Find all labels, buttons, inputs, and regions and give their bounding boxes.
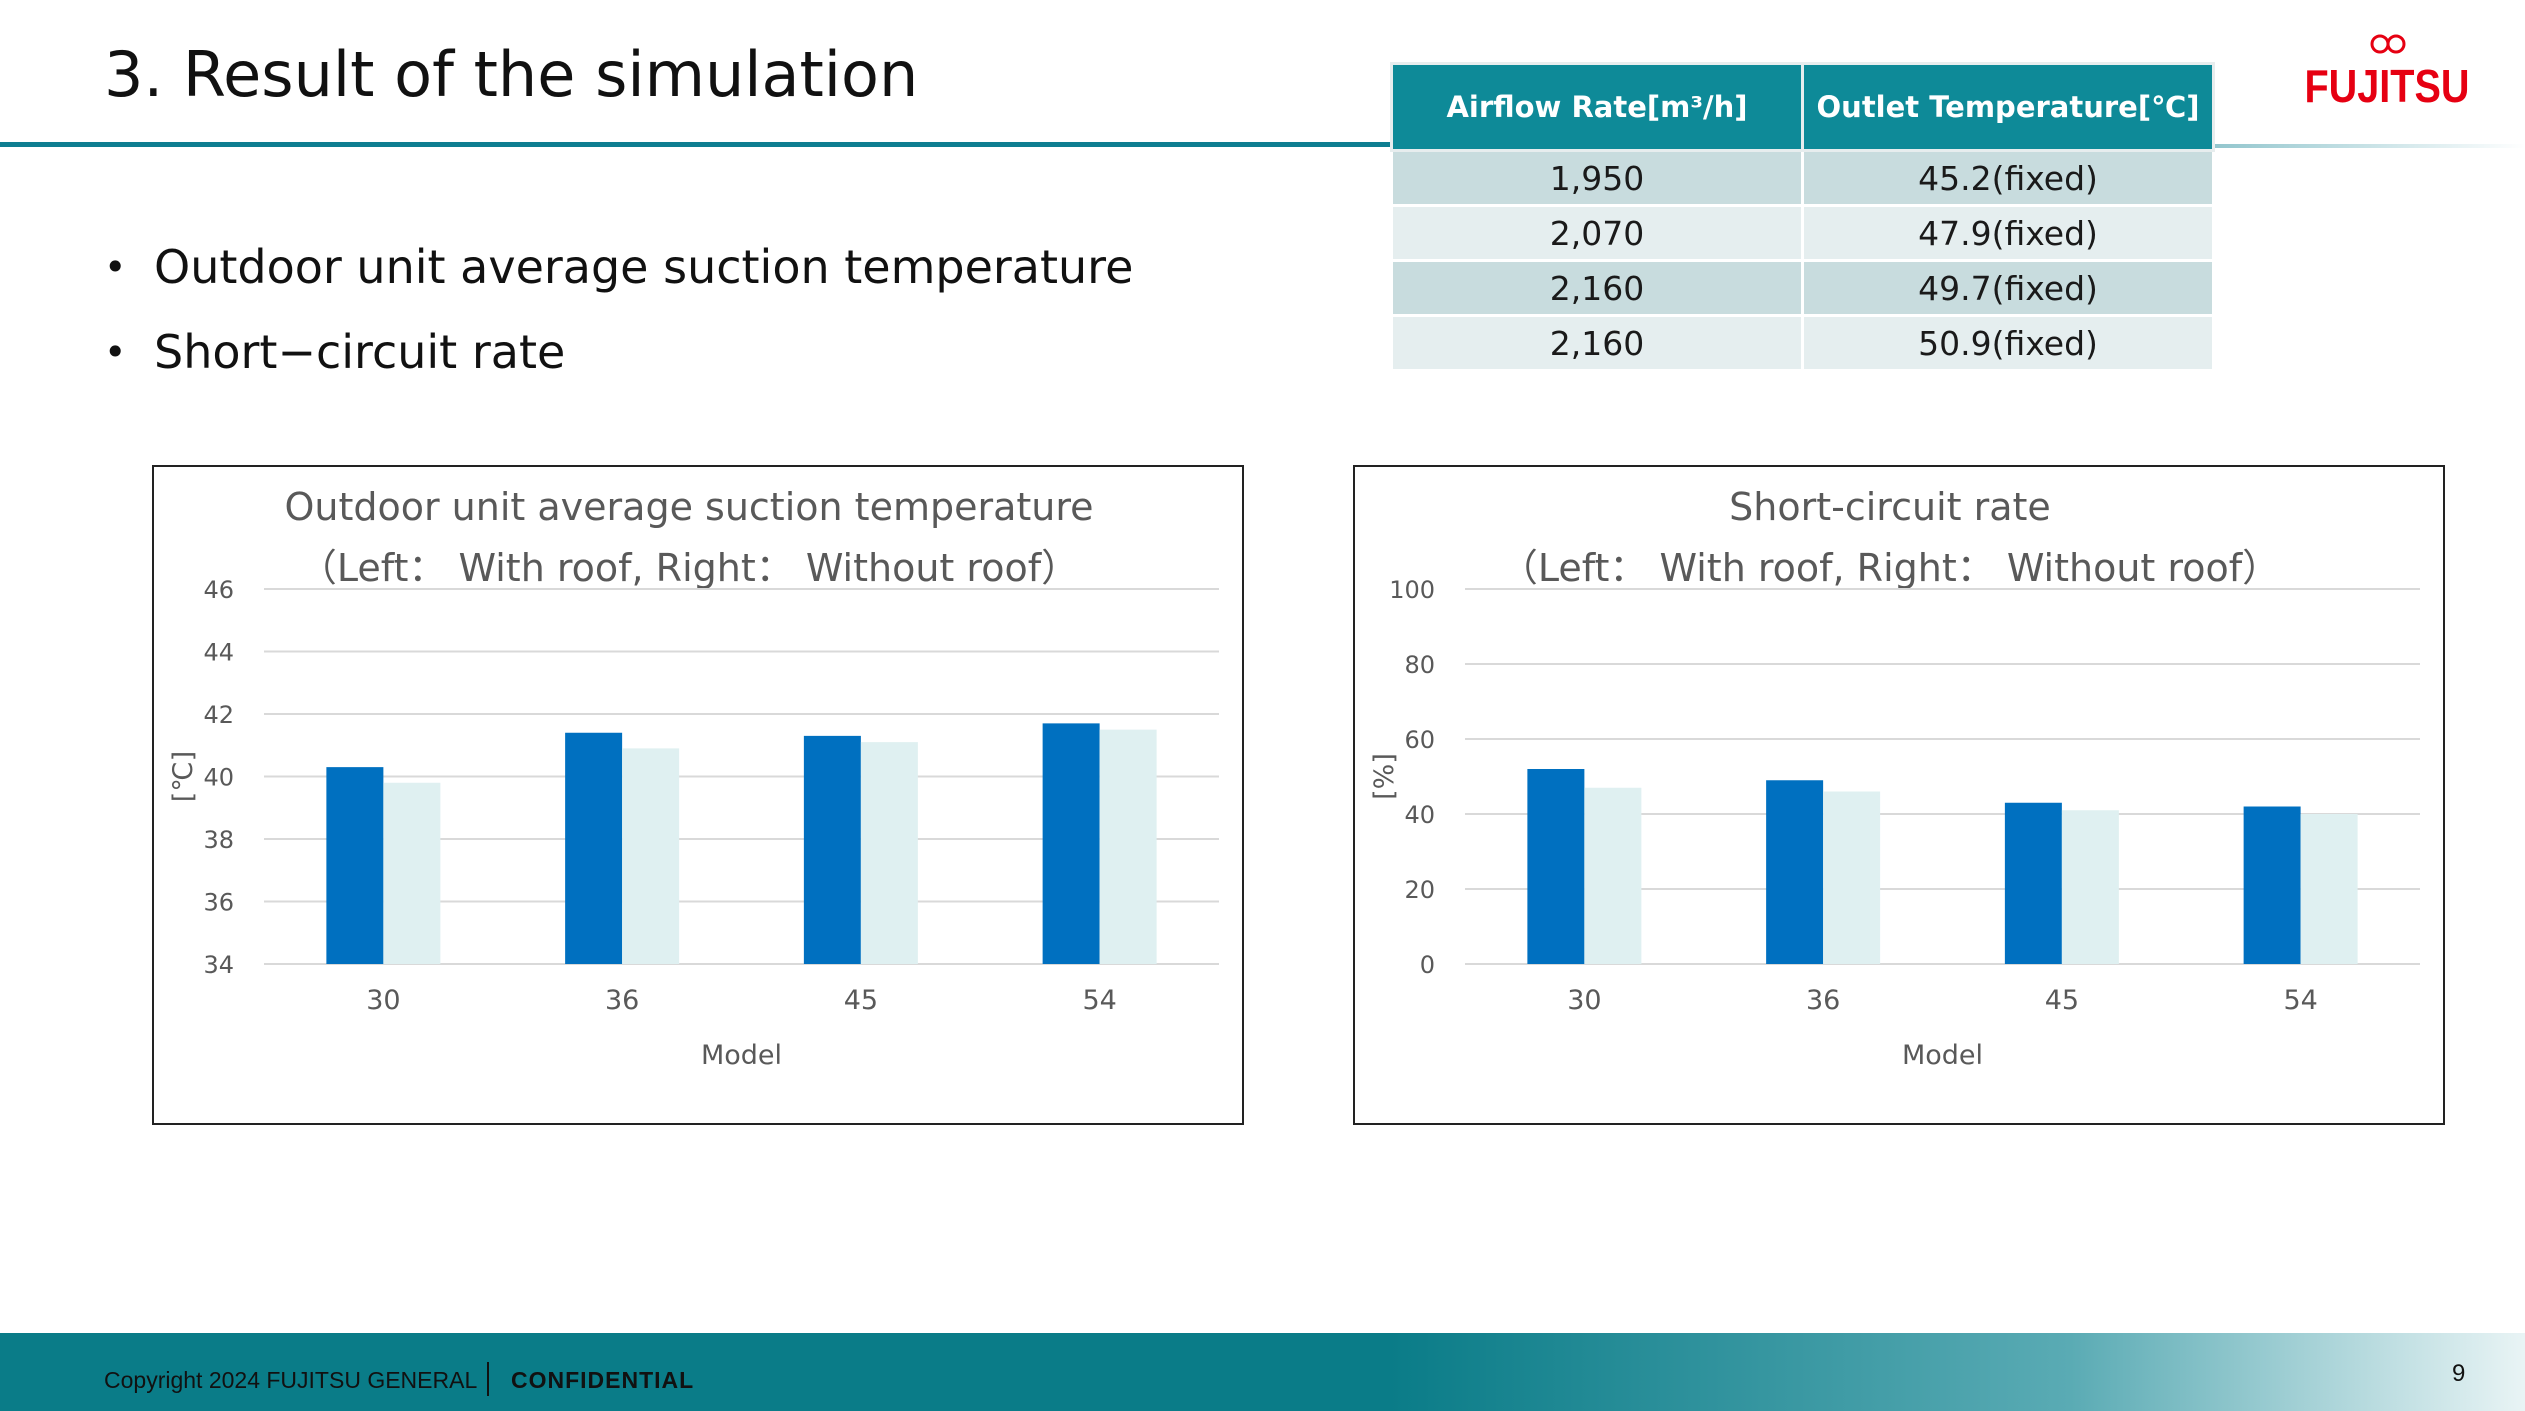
bar-without-roof bbox=[383, 782, 441, 964]
y-tick-label: 36 bbox=[203, 889, 234, 917]
bar-with-roof bbox=[2004, 802, 2062, 964]
bar-with-roof bbox=[2243, 806, 2301, 964]
bar-without-roof bbox=[2061, 810, 2119, 964]
table-cell-airflow: 2,070 bbox=[1390, 205, 1804, 262]
logo-text: FUJITSU bbox=[2305, 60, 2470, 112]
y-axis-label: [%] bbox=[1369, 753, 1400, 800]
table-row: 1,950 45.2(fixed) bbox=[1390, 150, 2215, 207]
y-tick-label: 100 bbox=[1389, 576, 1435, 604]
y-tick-label: 20 bbox=[1404, 876, 1435, 904]
y-tick-label: 40 bbox=[1404, 801, 1435, 829]
x-tick-label: 54 bbox=[1082, 985, 1116, 1016]
bullet-text: Outdoor unit average suction temperature bbox=[154, 240, 1134, 294]
bar-with-roof bbox=[1042, 723, 1100, 964]
bullet-text: Short−circuit rate bbox=[154, 325, 566, 379]
table-row: 2,160 49.7(fixed) bbox=[1390, 260, 2215, 317]
bar-with-roof bbox=[565, 732, 623, 964]
y-tick-label: 0 bbox=[1420, 951, 1435, 979]
table-row: 2,070 47.9(fixed) bbox=[1390, 205, 2215, 262]
bar-without-roof bbox=[1584, 787, 1642, 964]
bar-with-roof bbox=[1527, 769, 1585, 964]
y-tick-label: 44 bbox=[203, 639, 234, 667]
bar-with-roof bbox=[326, 767, 384, 964]
table-cell-outlet-temp: 50.9(fixed) bbox=[1801, 315, 2215, 372]
y-tick-label: 40 bbox=[203, 764, 234, 792]
table-cell-outlet-temp: 49.7(fixed) bbox=[1801, 260, 2215, 317]
x-tick-label: 30 bbox=[1567, 985, 1601, 1016]
bar-without-roof bbox=[860, 742, 918, 964]
bar-with-roof bbox=[803, 735, 861, 964]
x-axis-label: Model bbox=[701, 1040, 782, 1071]
confidential-label: CONFIDENTIAL bbox=[511, 1367, 695, 1393]
table-header-outlet-temp: Outlet Temperature[℃] bbox=[1801, 62, 2215, 152]
bar-without-roof bbox=[622, 748, 680, 964]
short-circuit-rate-chart: Short-circuit rate （Left： With roof, Righ… bbox=[1353, 465, 2445, 1125]
y-tick-label: 80 bbox=[1404, 651, 1435, 679]
y-tick-label: 34 bbox=[203, 951, 234, 979]
suction-temperature-chart-svg: Outdoor unit average suction temperature… bbox=[168, 485, 1219, 1071]
table-cell-outlet-temp: 45.2(fixed) bbox=[1801, 150, 2215, 207]
y-tick-label: 60 bbox=[1404, 726, 1435, 754]
footer-bar bbox=[0, 1333, 2525, 1411]
y-tick-label: 42 bbox=[203, 701, 234, 729]
title-divider-fade bbox=[2205, 144, 2525, 148]
bullet-item: • Outdoor unit average suction temperatur… bbox=[104, 240, 1134, 294]
bar-without-roof bbox=[1823, 791, 1881, 964]
bar-without-roof bbox=[2300, 814, 2358, 964]
bullet-list: • Outdoor unit average suction temperatur… bbox=[104, 240, 1133, 410]
y-axis-label: [℃] bbox=[168, 751, 199, 802]
table-header-airflow: Airflow Rate[m³/h] bbox=[1390, 62, 1804, 152]
x-tick-label: 36 bbox=[1806, 985, 1840, 1016]
table-cell-airflow: 1,950 bbox=[1390, 150, 1804, 207]
slide-title: 3. Result of the simulation bbox=[104, 38, 919, 111]
table-cell-airflow: 2,160 bbox=[1390, 260, 1804, 317]
bar-with-roof bbox=[1766, 780, 1824, 964]
fujitsu-logo: FUJITSU bbox=[2305, 34, 2470, 112]
y-tick-label: 46 bbox=[203, 576, 234, 604]
x-axis-label: Model bbox=[1902, 1040, 1983, 1071]
x-tick-label: 30 bbox=[366, 985, 400, 1016]
bullet-item: • Short−circuit rate bbox=[104, 325, 566, 379]
title-divider bbox=[0, 142, 1390, 147]
footer-separator bbox=[487, 1362, 489, 1396]
chart-title: Outdoor unit average suction temperature bbox=[284, 485, 1093, 529]
page-number: 9 bbox=[2452, 1360, 2466, 1387]
y-tick-label: 38 bbox=[203, 826, 234, 854]
chart-title: Short-circuit rate bbox=[1729, 485, 2051, 529]
short-circuit-rate-chart-svg: Short-circuit rate （Left： With roof, Righ… bbox=[1369, 485, 2420, 1071]
airflow-table: Airflow Rate[m³/h] Outlet Temperature[℃]… bbox=[1390, 62, 2215, 372]
bar-without-roof bbox=[1099, 729, 1157, 964]
chart-subtitle: （Left： With roof, Right： Without roof） bbox=[299, 546, 1079, 590]
logo-infinity-icon bbox=[2370, 34, 2406, 54]
x-tick-label: 45 bbox=[2045, 985, 2079, 1016]
chart-subtitle: （Left： With roof, Right： Without roof） bbox=[1500, 546, 2280, 590]
table-cell-outlet-temp: 47.9(fixed) bbox=[1801, 205, 2215, 262]
table-cell-airflow: 2,160 bbox=[1390, 315, 1804, 372]
copyright-text: Copyright 2024 FUJITSU GENERAL bbox=[104, 1367, 478, 1393]
x-tick-label: 36 bbox=[605, 985, 639, 1016]
x-tick-label: 45 bbox=[844, 985, 878, 1016]
x-tick-label: 54 bbox=[2283, 985, 2317, 1016]
suction-temperature-chart: Outdoor unit average suction temperature… bbox=[152, 465, 1244, 1125]
table-row: 2,160 50.9(fixed) bbox=[1390, 315, 2215, 372]
